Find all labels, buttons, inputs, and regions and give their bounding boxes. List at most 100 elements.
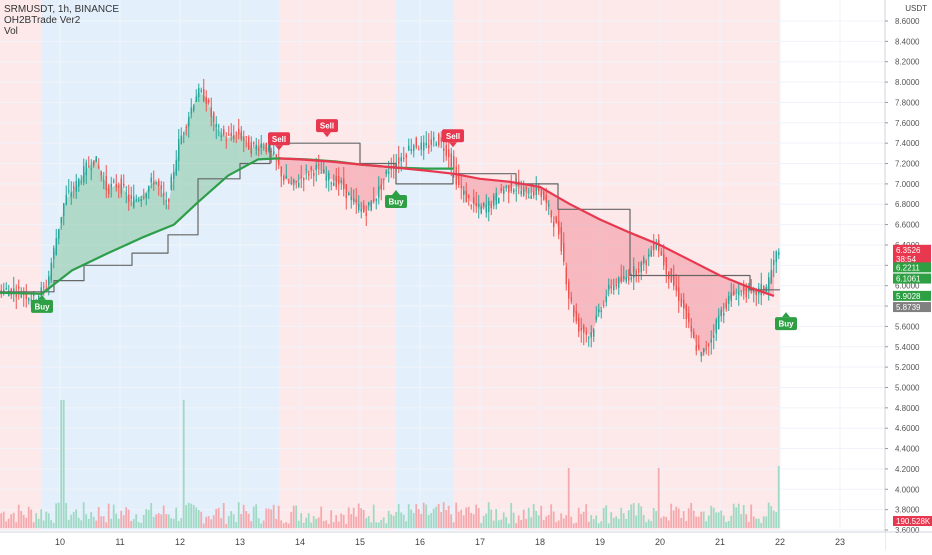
volume-bar: [617, 518, 620, 528]
volume-bar: [32, 522, 35, 528]
volume-bar: [460, 509, 463, 528]
volume-bar: [265, 508, 268, 528]
candle: [443, 148, 445, 151]
signal-sell-marker[interactable]: Sell: [268, 132, 290, 151]
price-tick-label: 8.4000: [895, 37, 920, 46]
volume-bar: [422, 502, 425, 528]
candle: [115, 183, 117, 188]
volume-bar: [197, 509, 200, 528]
candle: [390, 167, 392, 170]
candle: [165, 200, 167, 202]
signal-buy-marker[interactable]: Buy: [385, 189, 407, 208]
time-tick-label: 20: [655, 537, 665, 547]
candle: [353, 198, 355, 202]
volume-bar: [132, 519, 135, 528]
candle: [425, 142, 427, 146]
volume-bar: [590, 515, 593, 528]
signal-buy-marker[interactable]: Buy: [775, 312, 797, 331]
candle: [298, 182, 300, 187]
candle: [575, 310, 577, 322]
candle: [288, 181, 290, 183]
candle: [610, 286, 612, 288]
candle: [160, 185, 162, 190]
volume-bar: [40, 509, 43, 528]
signal-badge: [268, 132, 290, 146]
candle: [720, 309, 722, 317]
volume-bar: [587, 521, 590, 528]
price-tick-label: 8.0000: [895, 78, 920, 87]
volume-bar: [345, 523, 348, 528]
candle: [280, 167, 282, 177]
candle: [295, 180, 297, 182]
candle: [675, 285, 677, 291]
candle: [240, 131, 242, 140]
volume-bar: [167, 514, 170, 528]
volume-bar: [680, 517, 683, 528]
volume-bar: [392, 515, 395, 528]
time-tick-label: 17: [475, 537, 485, 547]
candle: [213, 112, 215, 123]
price-badge: [893, 290, 931, 301]
volume-bar: [495, 509, 498, 528]
volume-bar: [7, 518, 10, 528]
volume-bar: [332, 522, 335, 528]
candle: [168, 199, 170, 202]
candle: [563, 243, 565, 262]
volume-bar: [532, 504, 535, 528]
candle: [255, 144, 257, 150]
candle: [220, 135, 222, 138]
price-tick-label: 3.8000: [895, 506, 920, 515]
price-badge: [893, 254, 931, 265]
volume-bar: [407, 504, 410, 528]
signal-label: Sell: [446, 132, 460, 141]
signal-buy-marker[interactable]: Buy: [31, 294, 53, 313]
volume-bar: [685, 521, 688, 528]
candle: [43, 286, 45, 288]
volume-bar: [377, 522, 380, 528]
volume-bar: [677, 508, 680, 528]
signal-sell-marker[interactable]: Sell: [442, 129, 464, 148]
candle: [463, 190, 465, 195]
candle: [188, 117, 190, 127]
candle: [223, 128, 225, 135]
volume-bar: [302, 522, 305, 528]
candle: [628, 277, 630, 281]
price-tick-label: 5.2000: [895, 363, 920, 372]
candle: [283, 176, 285, 181]
volume-bar: [272, 504, 275, 528]
candle: [38, 295, 40, 302]
candle: [388, 171, 390, 174]
volume-bar: [525, 518, 528, 528]
signal-sell-marker[interactable]: Sell: [316, 119, 338, 138]
volume-bar: [280, 520, 283, 528]
candle: [448, 149, 450, 158]
candle: [688, 312, 690, 322]
candle: [665, 257, 667, 275]
price-badge-label: 5.8739: [896, 303, 921, 312]
candle: [585, 331, 587, 335]
volume-bar: [632, 503, 635, 528]
volume-bar: [287, 523, 290, 528]
candle: [403, 157, 405, 160]
volume-bar: [160, 514, 163, 528]
candle: [208, 99, 210, 103]
candle: [620, 276, 622, 282]
volume-bar: [595, 515, 598, 528]
volume-bar: [757, 518, 760, 528]
volume-bar: [72, 511, 75, 528]
price-badge-label: 6.1061: [896, 275, 921, 284]
volume-bar: [467, 506, 470, 528]
candle: [648, 254, 650, 257]
volume-bar: [565, 515, 568, 528]
candle: [365, 212, 367, 217]
candle: [525, 186, 527, 190]
volume-bar: [615, 516, 618, 528]
volume-bar: [325, 520, 328, 528]
candle: [743, 285, 745, 295]
volume-bar: [215, 508, 218, 528]
candle: [50, 262, 52, 281]
candle: [235, 132, 237, 134]
volume-bar: [510, 502, 513, 528]
